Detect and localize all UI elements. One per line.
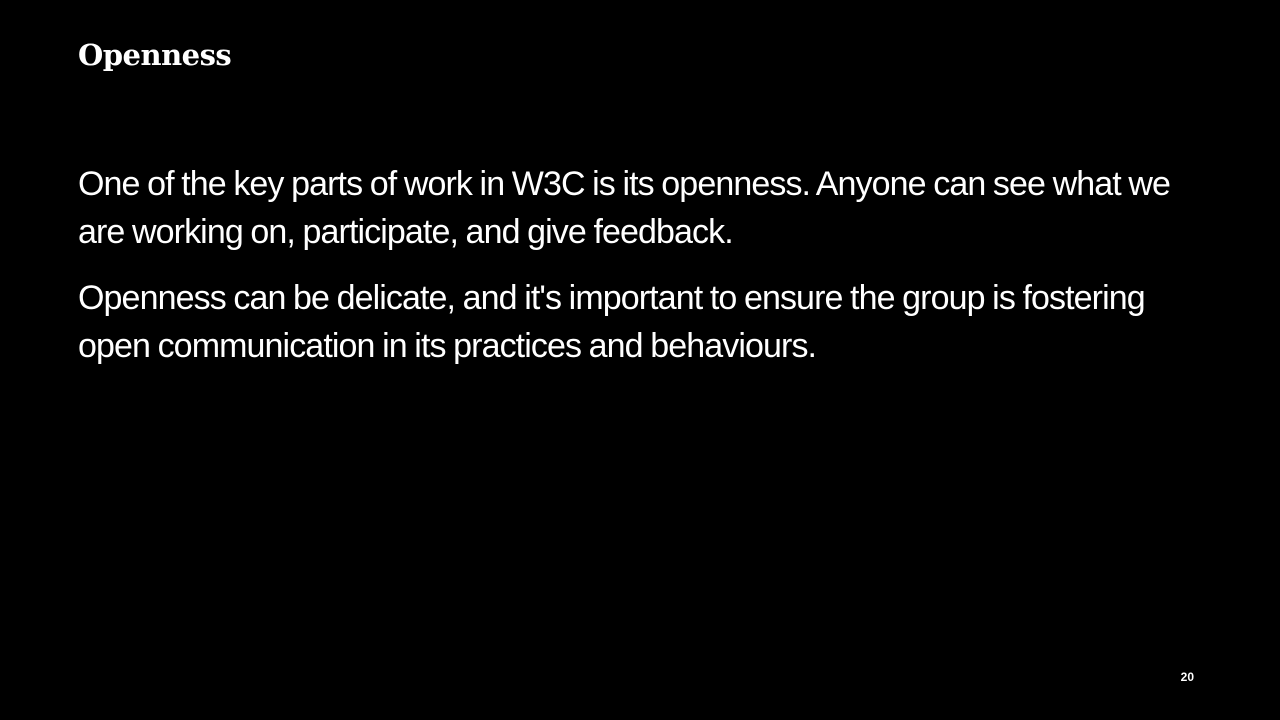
paragraph-openness-intro: One of the key parts of work in W3C is i… bbox=[78, 165, 1171, 251]
slide-page-number: 20 bbox=[1180, 670, 1194, 684]
slide-body: One of the key parts of work in W3C is i… bbox=[78, 160, 1208, 388]
paragraph-openness-communication: Openness can be delicate, and it's impor… bbox=[78, 279, 1146, 365]
slide-title: Openness bbox=[78, 38, 232, 72]
